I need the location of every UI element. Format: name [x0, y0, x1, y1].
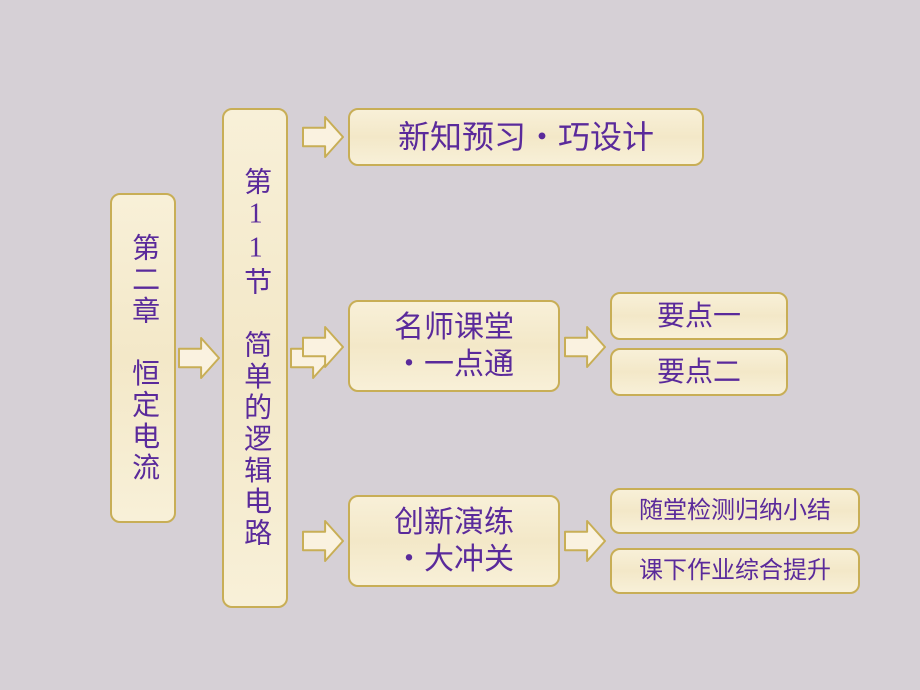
node-label-suitang: 随堂检测归纳小结	[639, 496, 831, 526]
node-mingshi: 名师课堂・一点通	[348, 300, 560, 392]
node-label-mingshi: 名师课堂・一点通	[394, 309, 514, 384]
node-xinzhi: 新知预习・巧设计	[348, 108, 704, 166]
node-chuangxin: 创新演练・大冲关	[348, 495, 560, 587]
node-yd2: 要点二	[610, 348, 788, 396]
node-suitang: 随堂检测归纳小结	[610, 488, 860, 534]
node-label-kexia: 课下作业综合提升	[639, 556, 831, 586]
arrow-a-chx-rg	[564, 520, 606, 562]
node-label-yd1: 要点一	[657, 299, 741, 334]
node-yd1: 要点一	[610, 292, 788, 340]
node-kexia: 课下作业综合提升	[610, 548, 860, 594]
arrow-a-to-chx	[302, 520, 344, 562]
node-section: 第11节 简单的逻辑电路	[222, 108, 288, 608]
arrow-a-to-ming	[302, 326, 344, 368]
node-label-chapter: 第二章 恒定电流	[127, 233, 159, 484]
arrow-a-ming-yd	[564, 326, 606, 368]
arrow-a-ch-sec	[178, 337, 220, 379]
node-label-xinzhi: 新知预习・巧设计	[398, 117, 654, 157]
arrow-a-to-xinzhi	[302, 116, 344, 158]
node-label-yd2: 要点二	[657, 355, 741, 390]
node-label-section: 第11节 简单的逻辑电路	[239, 167, 271, 549]
node-label-chuangxin: 创新演练・大冲关	[394, 504, 514, 579]
node-chapter: 第二章 恒定电流	[110, 193, 176, 523]
